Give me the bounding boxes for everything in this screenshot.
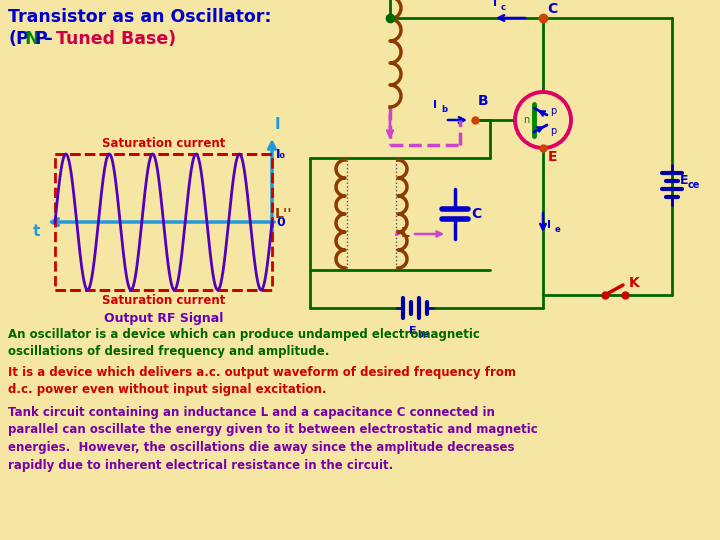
Text: I: I <box>433 100 437 110</box>
Text: b: b <box>441 105 447 114</box>
Text: Saturation current: Saturation current <box>102 137 225 150</box>
Text: C: C <box>547 2 557 16</box>
Text: Transistor as an Oscillator:: Transistor as an Oscillator: <box>8 8 271 26</box>
Text: Output RF Signal: Output RF Signal <box>104 312 223 325</box>
Text: Saturation current: Saturation current <box>102 294 225 307</box>
Text: An oscillator is a device which can produce undamped electromagnetic
oscillation: An oscillator is a device which can prod… <box>8 328 480 359</box>
Text: ce: ce <box>688 180 701 190</box>
Text: Tank circuit containing an inductance L and a capacitance C connected in
paralle: Tank circuit containing an inductance L … <box>8 406 538 471</box>
Text: –: – <box>43 30 52 48</box>
Text: E: E <box>548 150 557 164</box>
Text: B: B <box>478 94 489 108</box>
Text: K: K <box>629 276 640 290</box>
Text: I₀: I₀ <box>276 147 286 160</box>
Text: t: t <box>33 224 40 239</box>
Text: P: P <box>34 30 47 48</box>
Text: N: N <box>24 30 39 48</box>
Text: I: I <box>547 220 551 230</box>
Text: L'': L'' <box>275 207 292 221</box>
Text: E: E <box>409 326 417 336</box>
Text: I: I <box>493 0 497 8</box>
Text: n: n <box>523 115 529 125</box>
Text: L: L <box>401 226 410 240</box>
Text: 0: 0 <box>276 215 284 228</box>
Text: p: p <box>550 106 557 116</box>
Text: p: p <box>550 126 557 136</box>
Text: C: C <box>471 207 481 221</box>
Bar <box>55 154 272 290</box>
Text: e: e <box>555 225 561 233</box>
Text: Tuned Base): Tuned Base) <box>50 30 176 48</box>
Text: I: I <box>275 117 281 132</box>
Text: (: ( <box>8 30 16 48</box>
Text: c: c <box>501 3 506 12</box>
Text: be: be <box>417 330 428 339</box>
Text: P: P <box>15 30 28 48</box>
Text: It is a device which delivers a.c. output waveform of desired frequency from
d.c: It is a device which delivers a.c. outpu… <box>8 366 516 396</box>
Text: E: E <box>680 173 688 186</box>
